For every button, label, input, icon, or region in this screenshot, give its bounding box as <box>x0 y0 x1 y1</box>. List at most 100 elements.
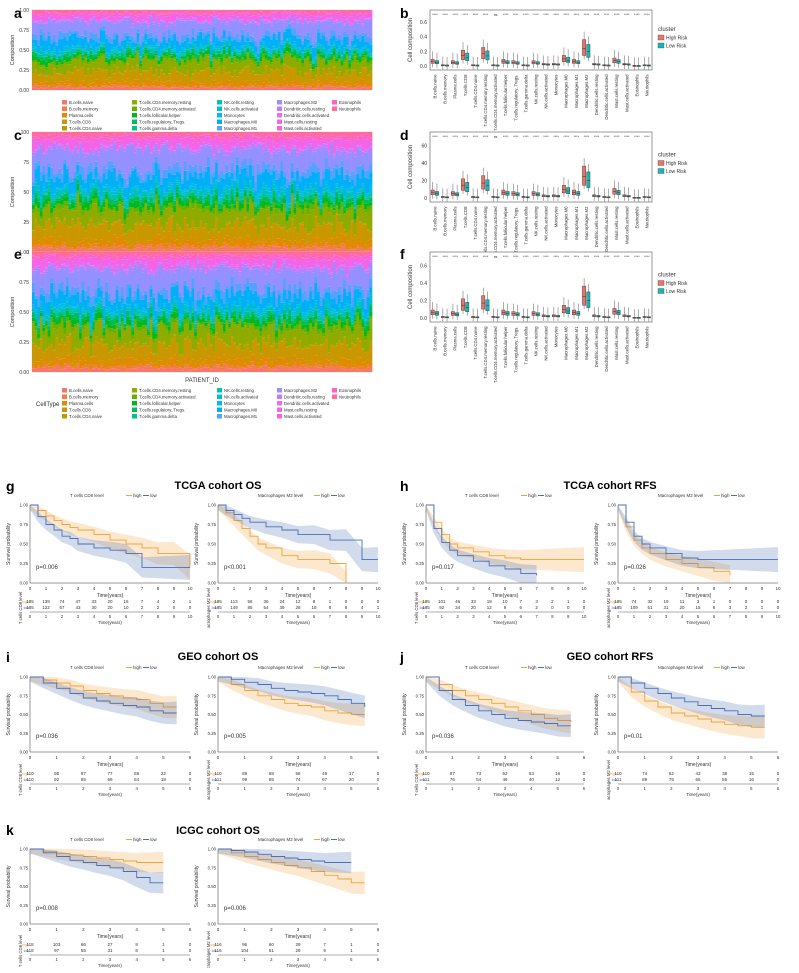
composition-bar-segment <box>226 72 229 73</box>
composition-bar-segment <box>66 19 69 20</box>
composition-bar-segment <box>192 203 195 208</box>
composition-bar-segment <box>71 52 74 53</box>
composition-bar-segment <box>32 186 35 195</box>
composition-bar-segment <box>275 34 278 40</box>
composition-bar-segment <box>184 35 187 41</box>
composition-bar-segment <box>197 197 200 198</box>
composition-bar-segment <box>294 86 297 90</box>
composition-bar-segment <box>90 59 93 62</box>
composition-bar-segment <box>103 140 106 145</box>
composition-bar-segment <box>265 201 268 205</box>
composition-bar-segment <box>155 135 158 138</box>
composition-bar-segment <box>194 14 197 16</box>
composition-bar-segment <box>181 183 184 190</box>
composition-bar-segment <box>207 134 210 135</box>
composition-bar-segment <box>178 146 181 167</box>
composition-bar-segment <box>163 49 166 50</box>
composition-bar-segment <box>257 64 260 66</box>
composition-bar-segment <box>53 248 56 250</box>
composition-bar-segment <box>328 51 331 53</box>
composition-bar-segment <box>108 17 111 20</box>
composition-bar-segment <box>56 13 59 14</box>
composition-bar-segment <box>97 152 100 156</box>
composition-bar-segment <box>90 11 93 12</box>
composition-bar-segment <box>32 247 35 249</box>
composition-bar-segment <box>362 14 365 16</box>
composition-bar-segment <box>367 82 370 87</box>
composition-bar-segment <box>76 151 79 153</box>
composition-bar-segment <box>304 38 307 47</box>
composition-bar-segment <box>181 59 184 60</box>
composition-bar-segment <box>205 32 208 35</box>
composition-bar-segment <box>118 238 121 246</box>
composition-bar-segment <box>48 63 51 64</box>
composition-bar-segment <box>348 75 351 76</box>
legend-label: Eosinophils <box>339 100 361 105</box>
composition-bar-segment <box>320 55 323 57</box>
composition-bar-segment <box>189 164 192 172</box>
composition-bar-segment <box>74 206 77 208</box>
composition-bar-segment <box>142 70 145 71</box>
composition-bar-segment <box>158 60 161 61</box>
composition-bar-segment <box>160 240 163 244</box>
composition-bar-segment <box>233 46 236 47</box>
composition-bar-segment <box>50 20 53 21</box>
composition-bar-segment <box>314 15 317 16</box>
composition-bar-segment <box>299 85 302 87</box>
composition-bar-segment <box>249 10 252 14</box>
composition-bar-segment <box>48 148 51 162</box>
composition-bar-segment <box>186 37 189 43</box>
composition-bar-segment <box>74 145 77 146</box>
composition-bar-segment <box>53 69 56 81</box>
composition-bar-segment <box>231 62 234 63</box>
composition-bar-segment <box>354 12 357 14</box>
composition-bar-segment <box>144 200 147 203</box>
composition-bar-segment <box>223 189 226 191</box>
composition-bar-segment <box>241 57 244 61</box>
composition-bar-segment <box>116 53 119 57</box>
composition-bar-segment <box>61 10 64 14</box>
composition-bar-segment <box>202 142 205 143</box>
composition-bar-segment <box>184 56 187 60</box>
composition-bar-segment <box>121 189 124 192</box>
composition-bar-segment <box>42 238 45 245</box>
composition-bar-segment <box>160 138 163 144</box>
composition-bar-segment <box>233 201 236 205</box>
composition-bar-segment <box>173 68 176 69</box>
composition-bar-segment <box>181 232 184 240</box>
composition-bar-segment <box>226 194 229 195</box>
composition-bar-segment <box>218 68 221 82</box>
composition-bar-segment <box>42 14 45 16</box>
composition-bar-segment <box>181 193 184 195</box>
composition-bar-segment <box>233 135 236 137</box>
composition-bar-segment <box>218 51 221 54</box>
composition-bar-segment <box>286 86 289 90</box>
composition-bar-segment <box>348 88 351 90</box>
composition-bar-segment <box>171 53 174 54</box>
composition-bar-segment <box>74 226 77 244</box>
composition-bar-segment <box>142 47 145 49</box>
composition-bar-segment <box>37 75 40 82</box>
composition-bar-segment <box>144 132 147 137</box>
composition-bar-segment <box>71 13 74 14</box>
composition-bar-segment <box>105 194 108 199</box>
composition-bar-segment <box>152 50 155 54</box>
composition-bar-segment <box>35 193 38 198</box>
composition-bar-segment <box>35 150 38 152</box>
composition-bar-segment <box>92 39 95 48</box>
composition-bar-segment <box>53 61 56 64</box>
composition-bar-segment <box>291 23 294 29</box>
legend-swatch <box>277 120 282 125</box>
composition-bar-segment <box>32 181 35 186</box>
composition-bar-segment <box>35 245 38 247</box>
composition-bar-segment <box>189 15 192 17</box>
composition-bar-segment <box>207 87 210 88</box>
composition-bar-segment <box>218 40 221 46</box>
composition-bar-segment <box>212 89 215 90</box>
composition-bar-segment <box>320 51 323 54</box>
composition-bar-segment <box>348 63 351 67</box>
composition-bar-segment <box>362 86 365 88</box>
composition-bar-segment <box>220 52 223 53</box>
composition-bar-segment <box>160 82 163 85</box>
composition-bar-segment <box>199 186 202 188</box>
